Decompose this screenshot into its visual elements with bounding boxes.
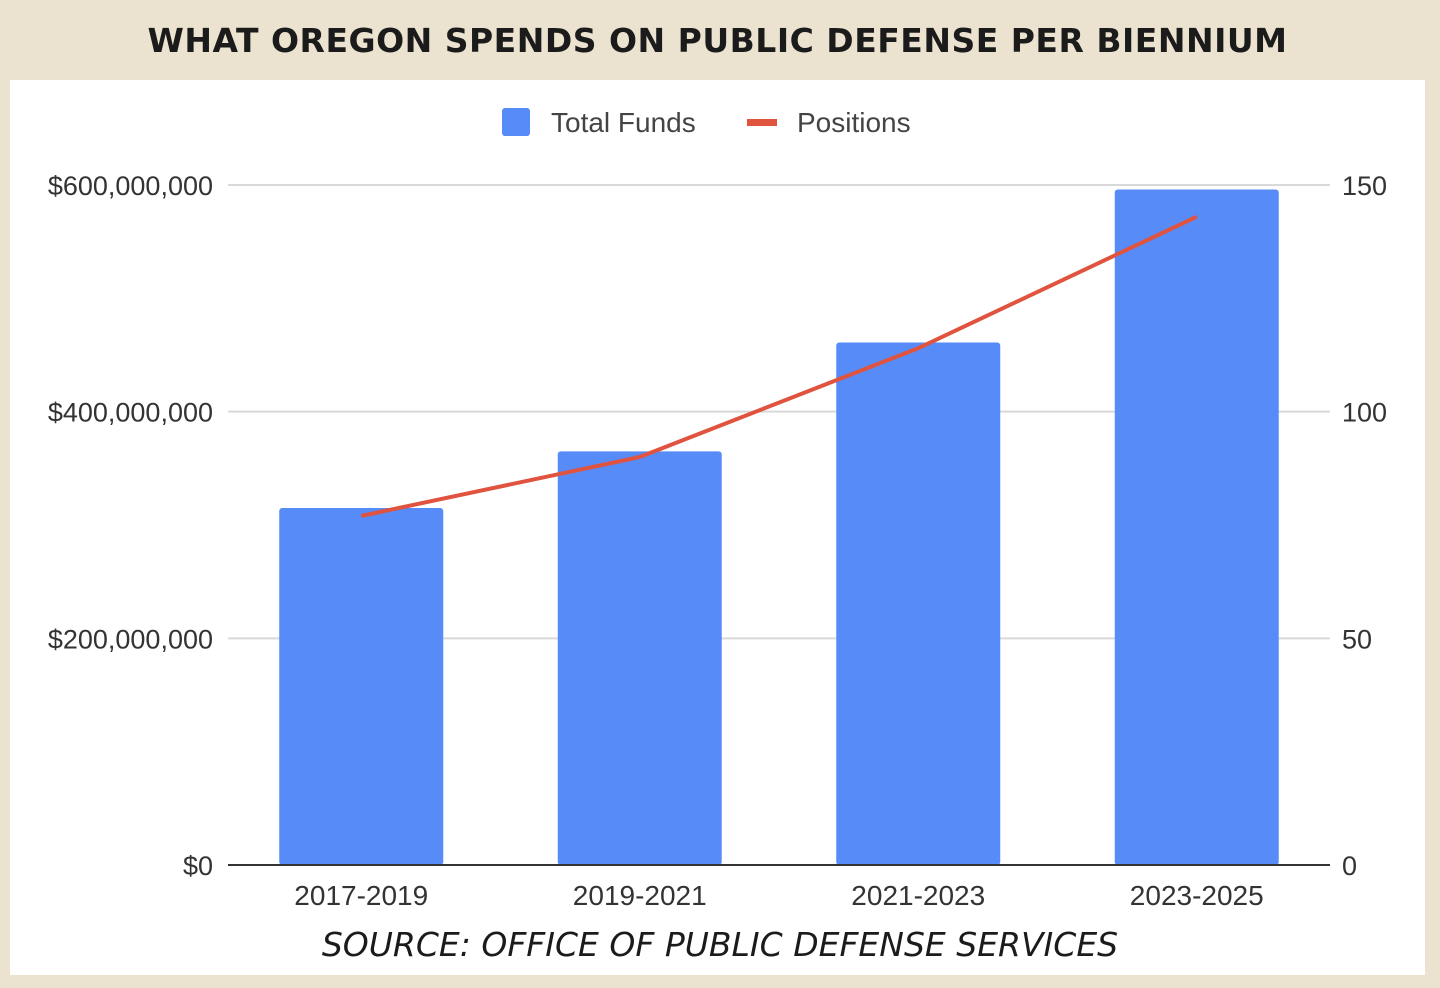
bar-2017-2019	[279, 508, 444, 865]
x-tick-label: 2019-2021	[573, 880, 707, 911]
y-left-tick-label: $400,000,000	[48, 398, 213, 428]
y-right-tick-label: 100	[1342, 398, 1387, 428]
legend-swatch-total-funds	[502, 108, 530, 136]
positions-line	[360, 214, 1198, 518]
chart-title: WHAT OREGON SPENDS ON PUBLIC DEFENSE PER…	[147, 21, 1288, 60]
x-tick-label: 2021-2023	[851, 880, 985, 911]
legend-swatch-positions	[747, 119, 777, 126]
y-left-tick-label: $0	[183, 851, 213, 881]
y-right-tick-label: 50	[1342, 624, 1372, 654]
source-note: SOURCE: OFFICE OF PUBLIC DEFENSE SERVICE…	[321, 925, 1119, 964]
legend-label-positions: Positions	[797, 107, 911, 138]
y-right-tick-label: 150	[1342, 171, 1387, 201]
bar-2021-2023	[836, 342, 1001, 865]
x-tick-label: 2023-2025	[1130, 880, 1264, 911]
bar-2023-2025	[1114, 189, 1279, 866]
y-right-tick-label: 0	[1342, 851, 1357, 881]
legend-label-total-funds: Total Funds	[551, 107, 696, 138]
x-tick-label: 2017-2019	[294, 880, 428, 911]
bar-2019-2021	[557, 451, 722, 865]
y-left-tick-label: $600,000,000	[48, 171, 213, 201]
y-left-tick-label: $200,000,000	[48, 624, 213, 654]
